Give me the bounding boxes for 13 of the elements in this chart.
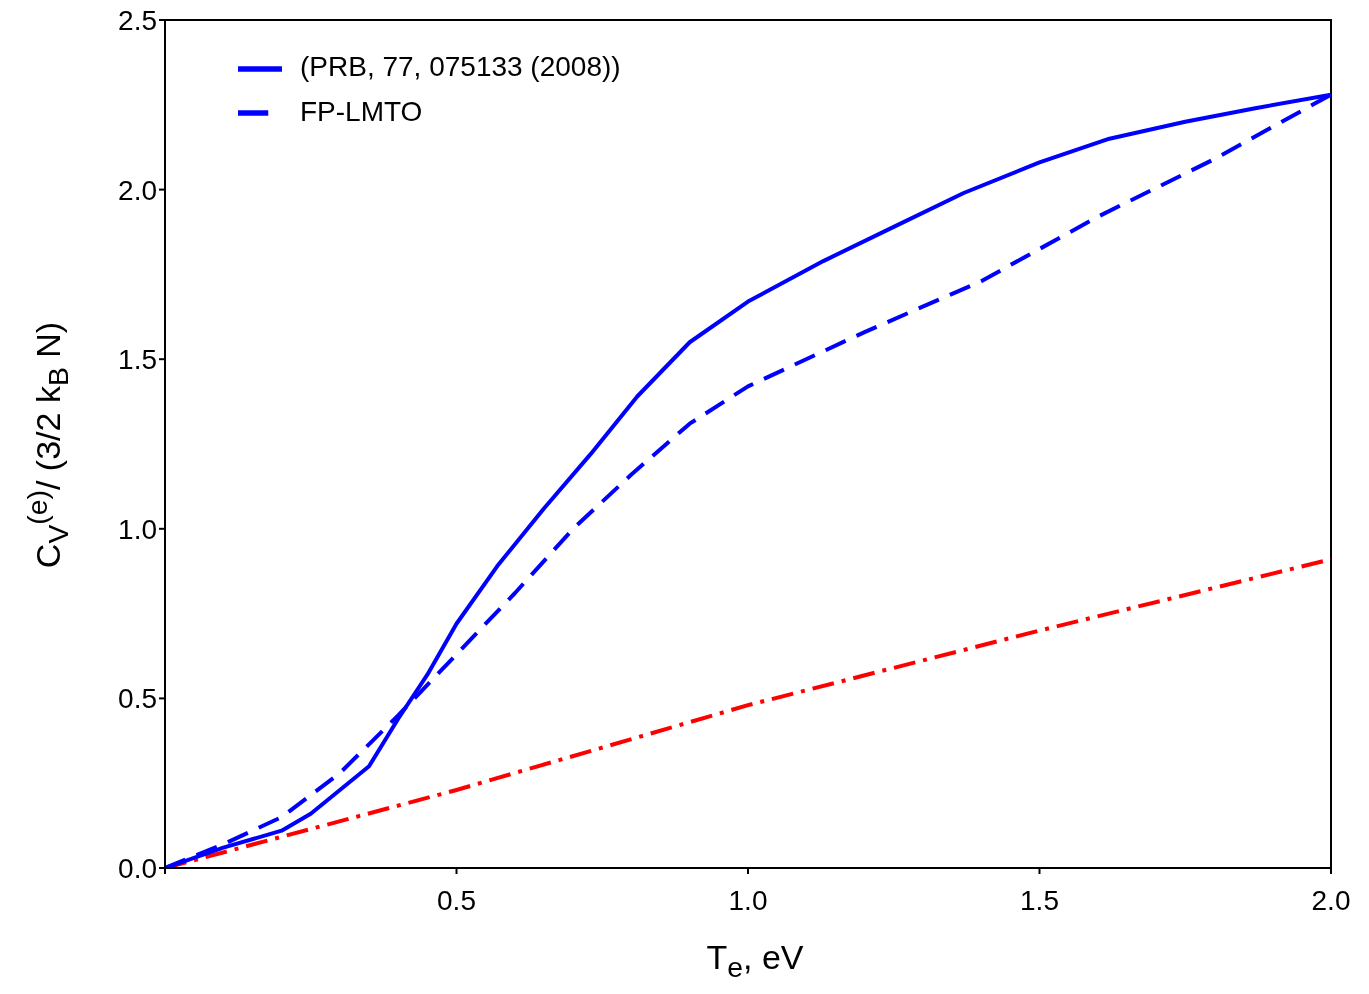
x-tick-label: 1.5 — [1020, 884, 1059, 916]
y-tick-label: 2.5 — [118, 4, 157, 36]
y-tick-label: 1.0 — [118, 513, 157, 545]
x-axis-title: T$_{e}$, eV — [705, 938, 805, 984]
y-tick-label: 2.0 — [118, 174, 157, 206]
y-tick-label: 0.5 — [118, 683, 157, 715]
y-tick-label: 0.0 — [118, 852, 157, 884]
x-tick-label: 0.5 — [437, 884, 476, 916]
x-tick-label: 2.0 — [1311, 884, 1351, 916]
legend-label: FP-LMTO — [300, 95, 423, 127]
legend-label: (PRB, 77, 075133 (2008)) — [300, 51, 621, 82]
y-tick-label: 1.5 — [118, 344, 157, 376]
x-tick-label: 1.0 — [728, 884, 768, 916]
